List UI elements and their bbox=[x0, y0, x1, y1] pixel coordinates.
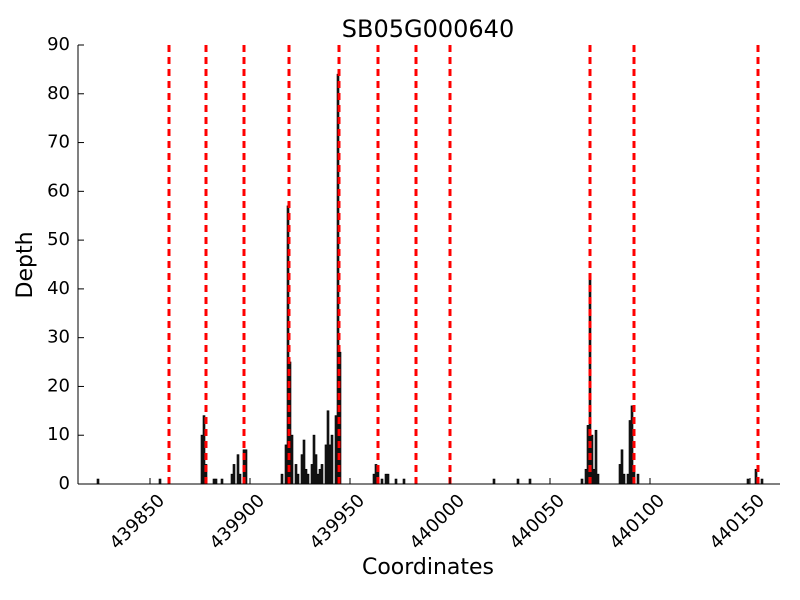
y-tick-label: 30 bbox=[47, 327, 70, 348]
bar bbox=[238, 473, 242, 485]
bar bbox=[380, 478, 384, 485]
bar bbox=[394, 478, 398, 485]
bar bbox=[232, 464, 236, 485]
y-tick-label: 40 bbox=[47, 278, 70, 299]
bar bbox=[620, 449, 624, 485]
x-tick-label: 440000 bbox=[406, 490, 469, 553]
bar bbox=[492, 478, 496, 485]
bar bbox=[626, 473, 630, 485]
bar bbox=[330, 434, 334, 485]
y-tick-label: 0 bbox=[59, 473, 70, 494]
y-tick-label: 90 bbox=[47, 34, 70, 55]
bar bbox=[760, 478, 764, 485]
bar bbox=[316, 473, 320, 485]
y-tick-label: 50 bbox=[47, 229, 70, 250]
x-tick-label: 440150 bbox=[706, 490, 769, 553]
bar bbox=[386, 473, 390, 485]
bar bbox=[588, 273, 592, 485]
bar bbox=[290, 434, 294, 485]
y-tick-label: 80 bbox=[47, 83, 70, 104]
bar bbox=[594, 429, 598, 485]
bar bbox=[326, 410, 330, 485]
bar bbox=[296, 473, 300, 485]
chart-title: SB05G000640 bbox=[342, 15, 514, 43]
bar bbox=[746, 478, 750, 485]
bar bbox=[96, 478, 100, 485]
bar bbox=[294, 464, 298, 485]
bar bbox=[384, 473, 388, 485]
bar bbox=[214, 478, 218, 485]
bar bbox=[334, 415, 338, 485]
bar bbox=[320, 464, 324, 485]
bar bbox=[158, 478, 162, 485]
bar bbox=[584, 468, 588, 485]
bar bbox=[314, 454, 318, 485]
bar bbox=[528, 478, 532, 485]
bar bbox=[312, 434, 316, 485]
y-tick-label: 60 bbox=[47, 180, 70, 201]
bar bbox=[324, 444, 328, 485]
bar bbox=[304, 468, 308, 485]
bar bbox=[310, 464, 314, 485]
x-tick-label: 440050 bbox=[506, 490, 569, 553]
bar bbox=[402, 478, 406, 485]
bar bbox=[596, 473, 600, 485]
bar bbox=[230, 473, 234, 485]
x-tick-label: 439950 bbox=[306, 490, 369, 553]
y-axis-label: Depth bbox=[13, 231, 38, 298]
bar bbox=[580, 478, 584, 485]
bar bbox=[618, 464, 622, 485]
bar bbox=[372, 473, 376, 485]
bar bbox=[200, 434, 204, 485]
y-tick-label: 10 bbox=[47, 424, 70, 445]
bar bbox=[622, 473, 626, 485]
y-tick-label: 70 bbox=[47, 132, 70, 153]
y-tick-label: 20 bbox=[47, 375, 70, 396]
x-tick-label: 440100 bbox=[606, 490, 669, 553]
bar bbox=[636, 473, 640, 485]
bar bbox=[212, 478, 216, 485]
bar bbox=[318, 468, 322, 485]
bar bbox=[592, 468, 596, 485]
bar bbox=[300, 454, 304, 485]
bar bbox=[280, 473, 284, 485]
bar bbox=[306, 473, 310, 485]
x-axis-label: Coordinates bbox=[362, 555, 494, 580]
x-tick-label: 439900 bbox=[206, 490, 269, 553]
x-tick-label: 439850 bbox=[106, 490, 169, 553]
bar bbox=[220, 478, 224, 485]
bar bbox=[516, 478, 520, 485]
bar bbox=[302, 439, 306, 485]
bar bbox=[202, 415, 206, 485]
bar bbox=[628, 420, 632, 485]
bar bbox=[328, 444, 332, 485]
bar bbox=[236, 454, 240, 485]
bar bbox=[284, 444, 288, 485]
